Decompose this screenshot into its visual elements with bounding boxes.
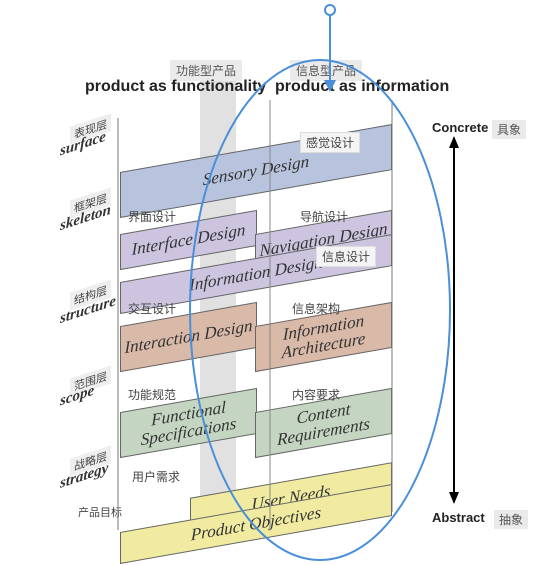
tag-4-0: 用户需求: [132, 468, 180, 485]
tag-2-1: 信息架构: [292, 300, 340, 317]
tag-2-0: 交互设计: [128, 300, 176, 317]
tag-4-1: 产品目标: [78, 504, 122, 520]
vertical-shade: [200, 75, 236, 530]
tag-1-0: 界面设计: [128, 208, 176, 225]
header-left-en: product as functionality: [85, 78, 266, 96]
axis-abstract-en: Abstract: [432, 510, 485, 525]
tag-3-0: 功能规范: [128, 386, 176, 403]
tag-1-2: 信息设计: [316, 246, 376, 267]
tag-1-1: 导航设计: [300, 208, 348, 225]
axis-abstract-cn: 抽象: [494, 510, 528, 529]
axis-concrete-en: Concrete: [432, 120, 488, 135]
tag-0-0: 感觉设计: [300, 132, 360, 153]
header-right-en: product as information: [275, 78, 449, 96]
tag-3-1: 内容要求: [292, 386, 340, 403]
axis-concrete-cn: 具象: [492, 120, 526, 139]
